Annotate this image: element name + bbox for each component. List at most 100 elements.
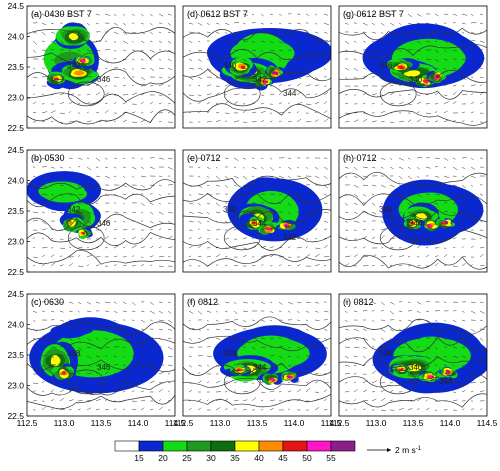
wind-vector <box>188 245 193 249</box>
wind-vector <box>305 310 310 313</box>
wind-vector <box>140 58 144 61</box>
echo-patch <box>430 375 435 379</box>
wind-vector <box>380 58 386 62</box>
wind-vector <box>158 301 163 304</box>
wind-vector <box>206 67 212 72</box>
wind-vector <box>122 157 126 160</box>
wind-vector <box>371 398 377 402</box>
wind-vector <box>224 120 228 123</box>
wind-vector <box>167 67 173 71</box>
theta-contour <box>183 29 331 43</box>
wind-vector <box>50 58 56 62</box>
wind-vector <box>479 193 484 196</box>
wind-vector <box>251 397 257 402</box>
wind-vector <box>95 355 100 357</box>
wind-vector <box>167 13 172 16</box>
wind-vector <box>86 93 91 96</box>
wind-vector <box>158 399 162 402</box>
theta-contour <box>27 26 175 43</box>
y-tick-label: 23.0 <box>7 237 24 247</box>
wind-vector <box>443 372 446 375</box>
wind-vector <box>353 112 358 114</box>
wind-vector <box>215 211 221 213</box>
wind-vector <box>32 49 37 53</box>
wind-vector <box>416 228 422 231</box>
wind-vector <box>269 380 275 384</box>
wind-vector <box>344 40 350 45</box>
wind-vector <box>416 408 420 411</box>
wind-vector <box>59 389 65 393</box>
echo-patch <box>407 70 421 76</box>
wind-vector <box>95 22 99 25</box>
panel-frame <box>182 149 332 273</box>
wind-vector <box>398 310 403 312</box>
contour-label: 342 <box>67 205 81 214</box>
wind-vector <box>131 301 136 306</box>
wind-vector <box>416 337 421 340</box>
wind-vector <box>353 58 357 61</box>
wind-vector <box>68 372 73 375</box>
wind-vector <box>314 247 321 249</box>
theta-contour <box>183 377 331 390</box>
contour-label: 342 <box>67 61 81 70</box>
wind-vector <box>32 264 36 267</box>
wind-vector <box>260 228 266 231</box>
wind-vector <box>167 337 172 340</box>
wind-vector <box>68 220 72 223</box>
wind-vector <box>122 229 128 231</box>
wind-vector <box>362 166 369 169</box>
wind-vector <box>362 265 369 267</box>
wind-vector <box>104 371 109 375</box>
wind-vector <box>461 364 465 367</box>
y-tick-label: 24.5 <box>7 145 24 155</box>
wind-vector <box>188 76 194 81</box>
wind-vector <box>353 246 357 249</box>
wind-vector <box>434 227 438 231</box>
wind-vector <box>77 193 84 195</box>
wind-vector <box>461 40 465 42</box>
wind-vector <box>113 175 117 178</box>
wind-vector <box>131 346 135 349</box>
wind-vector <box>407 166 411 170</box>
panel-frame <box>338 5 488 129</box>
wind-vector <box>77 346 83 351</box>
wind-vector <box>443 101 449 105</box>
wind-vector <box>233 175 240 179</box>
wind-vector <box>323 13 329 16</box>
wind-vector <box>50 110 56 114</box>
wind-vector <box>461 93 468 96</box>
wind-vector <box>353 49 357 52</box>
wind-vector <box>305 166 309 169</box>
wind-vector <box>314 193 318 196</box>
wind-vector <box>443 157 449 161</box>
wind-vector <box>158 157 165 160</box>
wind-vector <box>188 319 191 322</box>
wind-vector <box>398 255 405 258</box>
theta-contour <box>183 316 331 331</box>
wind-vector <box>344 310 348 313</box>
wind-vector <box>269 328 273 332</box>
wind-vector <box>149 264 153 267</box>
wind-vector <box>443 184 448 188</box>
wind-vector <box>416 111 420 114</box>
wind-vector <box>314 264 320 267</box>
wind-vector <box>287 301 294 305</box>
wind-vector <box>233 264 239 267</box>
wind-vector <box>314 22 318 25</box>
wind-vector <box>260 120 265 123</box>
x-tick-label: 113.0 <box>54 418 75 428</box>
wind-vector <box>452 220 457 225</box>
wind-vector <box>398 337 402 340</box>
wind-vector <box>344 13 349 16</box>
wind-vector <box>158 211 164 215</box>
wind-vector <box>452 67 457 70</box>
wind-vector <box>158 319 165 322</box>
wind-vector <box>122 67 127 71</box>
wind-vector <box>122 346 126 349</box>
wind-vector <box>167 364 173 366</box>
wind-vector <box>158 102 162 105</box>
theta-contour <box>27 380 175 396</box>
wind-vector <box>59 301 64 304</box>
wind-vector <box>215 254 221 258</box>
theta-contour <box>339 110 487 126</box>
